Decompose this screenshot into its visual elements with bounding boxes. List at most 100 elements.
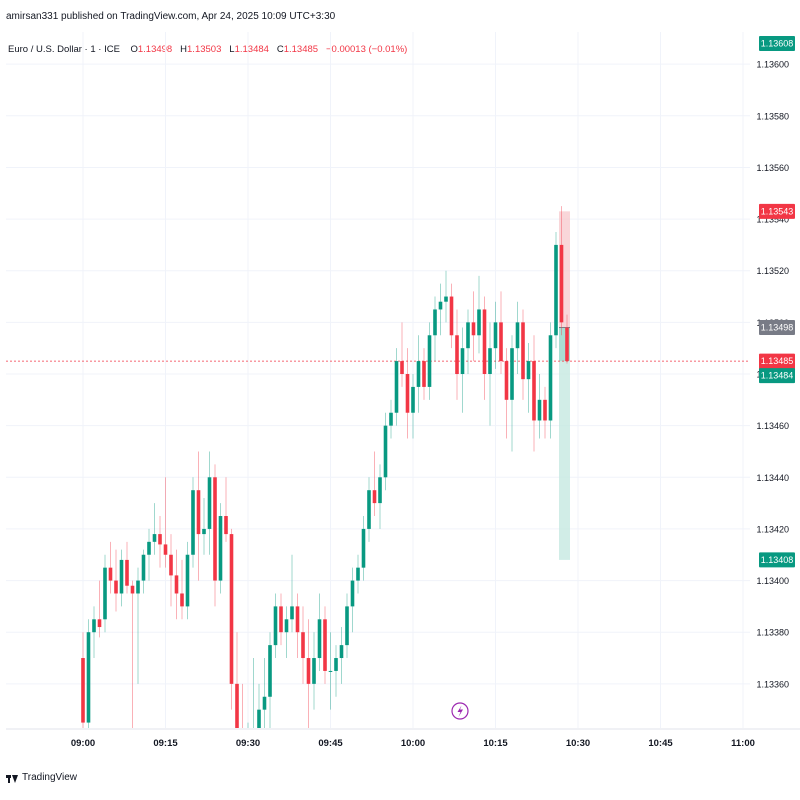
candle-body: [290, 606, 294, 620]
candle-body: [521, 322, 525, 380]
y-tick-label: 1.13600: [756, 60, 789, 70]
x-tick-label: 11:00: [731, 738, 755, 749]
candle-body: [97, 619, 102, 628]
candle-body: [174, 575, 179, 594]
candle-body: [367, 490, 371, 529]
x-tick-label: 10:00: [401, 738, 425, 749]
candle-body: [350, 580, 355, 607]
x-tick-label: 09:00: [71, 738, 95, 749]
candle-body: [416, 361, 421, 387]
candle-body: [268, 645, 272, 697]
x-tick-label: 09:30: [236, 738, 260, 749]
candle-body: [295, 606, 300, 633]
candle-body: [196, 490, 201, 535]
y-tick-label: 1.13440: [756, 473, 789, 483]
ohlc-legend: Euro / U.S. Dollar · 1 · ICE O1.13498 H1…: [8, 44, 407, 55]
y-tick-label: 1.13540: [756, 215, 789, 225]
candle-body: [339, 645, 344, 659]
candle-body: [411, 386, 415, 413]
candle-body: [565, 327, 569, 362]
candle-body: [493, 322, 498, 349]
y-tick-label: 1.13420: [756, 524, 789, 534]
candle-body: [334, 658, 338, 671]
candle-body: [81, 658, 85, 723]
candle-body: [202, 528, 206, 535]
candle-body: [235, 683, 239, 728]
candle-body: [169, 554, 173, 576]
candle-body: [257, 709, 261, 728]
x-tick-label: 10:30: [566, 738, 590, 749]
candle-body: [383, 425, 388, 478]
tradingview-logo-icon: [6, 773, 18, 783]
price-label-badge: [759, 203, 795, 219]
candle-body: [532, 361, 536, 421]
candle-body: [103, 567, 107, 620]
candle-body: [504, 361, 509, 400]
y-tick-label: 1.13400: [756, 576, 789, 586]
price-label-text: 1.13543: [761, 206, 794, 216]
candle-body: [378, 477, 382, 504]
x-tick-label: 09:45: [318, 738, 343, 749]
candle-body: [400, 361, 404, 375]
candle-body: [499, 322, 503, 362]
candle-body: [345, 606, 349, 646]
candle-body: [466, 322, 470, 349]
symbol-label[interactable]: Euro / U.S. Dollar · 1 · ICE: [8, 44, 120, 55]
take-profit-zone: [559, 327, 570, 560]
candle-body: [323, 619, 327, 671]
y-tick-label: 1.13460: [756, 421, 789, 431]
candle-body: [356, 567, 360, 581]
candle-body: [246, 748, 250, 761]
x-tick-label: 10:45: [648, 738, 673, 749]
candle-body: [515, 322, 520, 349]
candle-body: [477, 309, 481, 336]
candle-body: [559, 244, 564, 323]
profit-realized-zone: [559, 327, 570, 362]
candle-body: [207, 477, 212, 529]
open-value: 1.13498: [137, 44, 173, 55]
change-value: −0.00013 (−0.01%): [325, 44, 408, 55]
tradingview-footer: TradingView: [6, 772, 77, 783]
candle-body: [136, 580, 140, 594]
candle-body: [130, 585, 135, 594]
candle-body: [180, 593, 184, 607]
stop-loss-zone: [559, 211, 570, 328]
tradingview-brand: TradingView: [22, 772, 78, 783]
y-tick-label: 1.13580: [756, 111, 789, 121]
price-label-text: 1.13608: [761, 39, 794, 49]
candle-body: [510, 348, 514, 400]
candle-body: [279, 606, 283, 633]
price-label-text: 1.13485: [761, 356, 794, 366]
candle-body: [543, 399, 547, 421]
low-value: 1.13484: [234, 44, 269, 55]
candle-body: [455, 335, 459, 375]
close-value: 1.13485: [283, 44, 319, 55]
candle-body: [92, 619, 96, 633]
candle-body: [449, 296, 454, 336]
candle-body: [191, 490, 195, 555]
candle-body: [460, 348, 465, 375]
candle-body: [301, 632, 305, 659]
y-tick-label: 1.13360: [756, 679, 789, 689]
candle-body: [526, 361, 531, 380]
candle-body: [389, 412, 393, 426]
candle-body: [471, 322, 476, 336]
candle-body: [372, 490, 377, 504]
candle-body: [141, 554, 146, 581]
candle-body: [328, 670, 333, 672]
price-label-badge: [759, 552, 795, 568]
candle-body: [262, 696, 267, 710]
lightning-glyph-icon: [457, 705, 463, 717]
candle-body: [548, 335, 553, 421]
x-tick-label: 09:15: [153, 738, 178, 749]
candle-body: [312, 658, 316, 684]
candle-body: [433, 309, 437, 336]
candle-body: [284, 619, 289, 633]
candle-body: [86, 632, 91, 723]
candle-body: [218, 516, 223, 581]
price-label-badge: [759, 320, 795, 336]
candle-body: [185, 554, 190, 607]
candle-body: [444, 296, 448, 302]
y-tick-label: 1.13520: [756, 266, 789, 276]
